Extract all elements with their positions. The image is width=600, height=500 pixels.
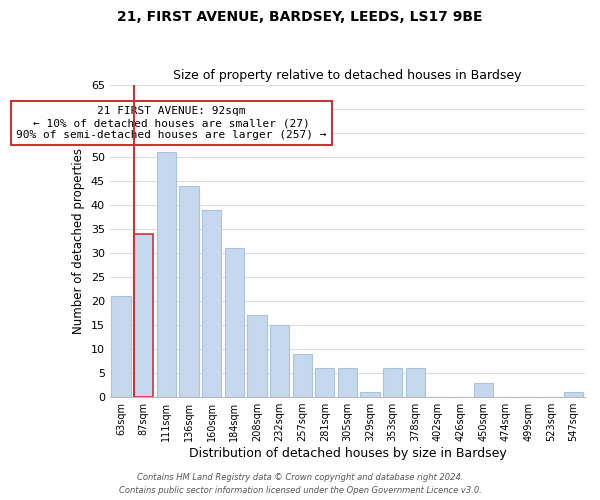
Text: 21 FIRST AVENUE: 92sqm
← 10% of detached houses are smaller (27)
90% of semi-det: 21 FIRST AVENUE: 92sqm ← 10% of detached… xyxy=(16,106,327,140)
Bar xyxy=(406,368,425,397)
Bar xyxy=(112,296,131,397)
Text: Contains HM Land Registry data © Crown copyright and database right 2024.
Contai: Contains HM Land Registry data © Crown c… xyxy=(119,474,481,495)
Bar xyxy=(338,368,357,397)
Bar xyxy=(134,234,154,397)
X-axis label: Distribution of detached houses by size in Bardsey: Distribution of detached houses by size … xyxy=(188,447,506,460)
Bar xyxy=(315,368,334,397)
Bar xyxy=(224,248,244,397)
Bar xyxy=(564,392,583,397)
Text: 21, FIRST AVENUE, BARDSEY, LEEDS, LS17 9BE: 21, FIRST AVENUE, BARDSEY, LEEDS, LS17 9… xyxy=(117,10,483,24)
Y-axis label: Number of detached properties: Number of detached properties xyxy=(72,148,85,334)
Bar xyxy=(202,210,221,397)
Bar xyxy=(270,325,289,397)
Bar xyxy=(383,368,402,397)
Bar xyxy=(361,392,380,397)
Bar xyxy=(473,382,493,397)
Bar xyxy=(179,186,199,397)
Bar xyxy=(157,152,176,397)
Title: Size of property relative to detached houses in Bardsey: Size of property relative to detached ho… xyxy=(173,69,521,82)
Bar xyxy=(247,316,266,397)
Bar xyxy=(293,354,312,397)
